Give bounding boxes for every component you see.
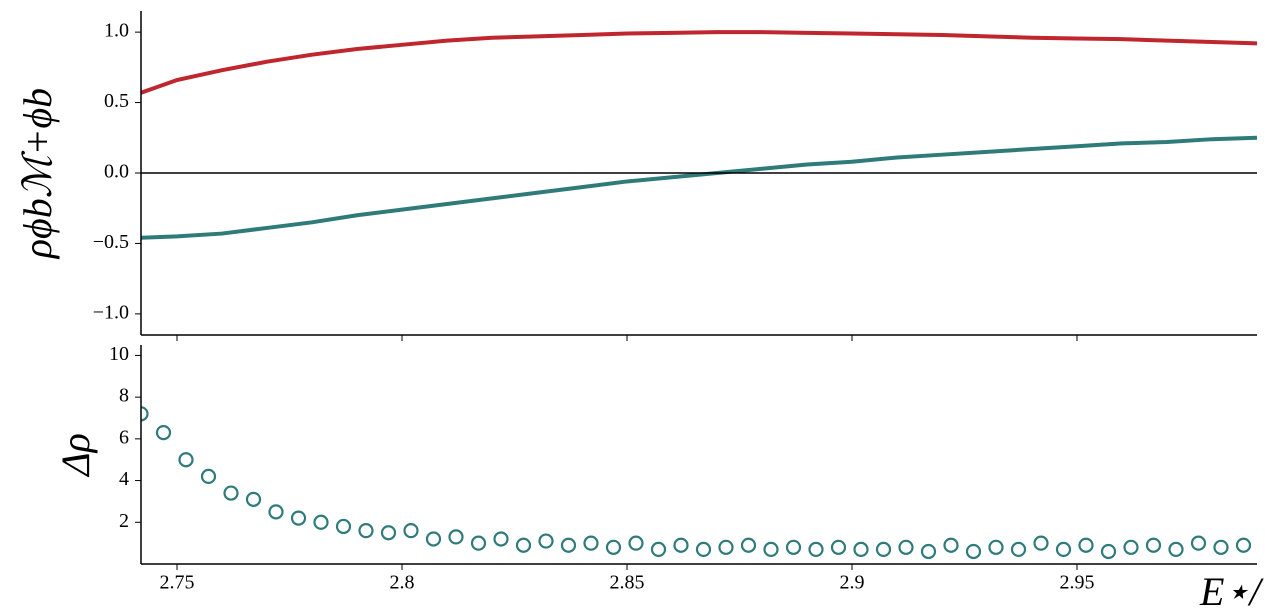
marker	[448, 529, 464, 545]
marker	[1123, 539, 1139, 555]
marker	[988, 539, 1004, 555]
marker	[875, 541, 892, 558]
marker	[898, 539, 914, 555]
marker	[1168, 541, 1184, 558]
marker	[830, 539, 847, 555]
marker	[245, 491, 262, 507]
marker	[853, 541, 869, 558]
marker	[290, 510, 307, 526]
marker	[605, 539, 622, 555]
marker	[650, 541, 667, 558]
x-axis-label: E⋆/	[1199, 569, 1264, 614]
marker	[718, 539, 734, 555]
x-tick-label: 2.75	[160, 572, 195, 594]
marker	[470, 535, 487, 551]
y-tick-label: 4	[119, 468, 129, 490]
y-tick-label: −1.0	[93, 301, 129, 323]
x-tick-label: 2.85	[610, 572, 645, 594]
y-axis-label: Δρ	[53, 433, 98, 478]
marker	[1055, 541, 1072, 558]
marker	[178, 452, 194, 468]
marker	[538, 533, 554, 549]
y-tick-label: 2	[119, 510, 129, 532]
y-tick-label: 10	[109, 343, 129, 365]
marker	[313, 514, 329, 530]
marker	[1213, 539, 1229, 555]
marker	[1100, 543, 1117, 560]
y-tick-label: −0.5	[93, 231, 129, 253]
marker	[560, 537, 577, 553]
marker	[785, 539, 802, 555]
y-tick-label: 8	[119, 385, 129, 407]
marker	[673, 537, 689, 553]
marker	[1010, 541, 1027, 558]
marker	[380, 525, 397, 541]
marker	[1145, 537, 1162, 553]
marker	[920, 543, 937, 560]
y-axis-label: ρϕbℳ+ϕb	[15, 88, 60, 260]
marker	[141, 406, 149, 422]
marker	[403, 523, 419, 539]
x-tick-label: 2.8	[390, 572, 415, 594]
y-tick-label: 0.5	[104, 90, 129, 112]
line-series	[141, 30, 1258, 95]
y-tick-label: 0.0	[104, 161, 129, 183]
marker	[358, 523, 374, 539]
y-tick-label: 1.0	[104, 20, 129, 42]
marker	[268, 504, 284, 520]
marker	[1078, 537, 1094, 553]
x-tick-label: 2.95	[1060, 572, 1095, 594]
marker	[1190, 535, 1207, 551]
marker	[155, 425, 172, 441]
marker	[425, 531, 442, 547]
marker	[628, 535, 644, 551]
marker	[1235, 537, 1252, 553]
marker	[943, 537, 959, 553]
marker	[1033, 535, 1049, 551]
line-series	[141, 135, 1258, 240]
y-tick-label: 6	[119, 426, 129, 448]
marker	[965, 543, 982, 560]
marker	[200, 468, 217, 484]
marker	[740, 537, 757, 553]
marker	[808, 541, 824, 558]
plot-area	[141, 30, 1258, 240]
marker	[223, 485, 239, 501]
marker	[695, 541, 712, 558]
plot-area	[141, 406, 1252, 560]
marker	[583, 535, 599, 551]
marker	[493, 531, 509, 547]
marker	[763, 541, 779, 558]
marker	[335, 518, 352, 535]
x-tick-label: 2.9	[840, 572, 865, 594]
marker	[515, 537, 532, 553]
